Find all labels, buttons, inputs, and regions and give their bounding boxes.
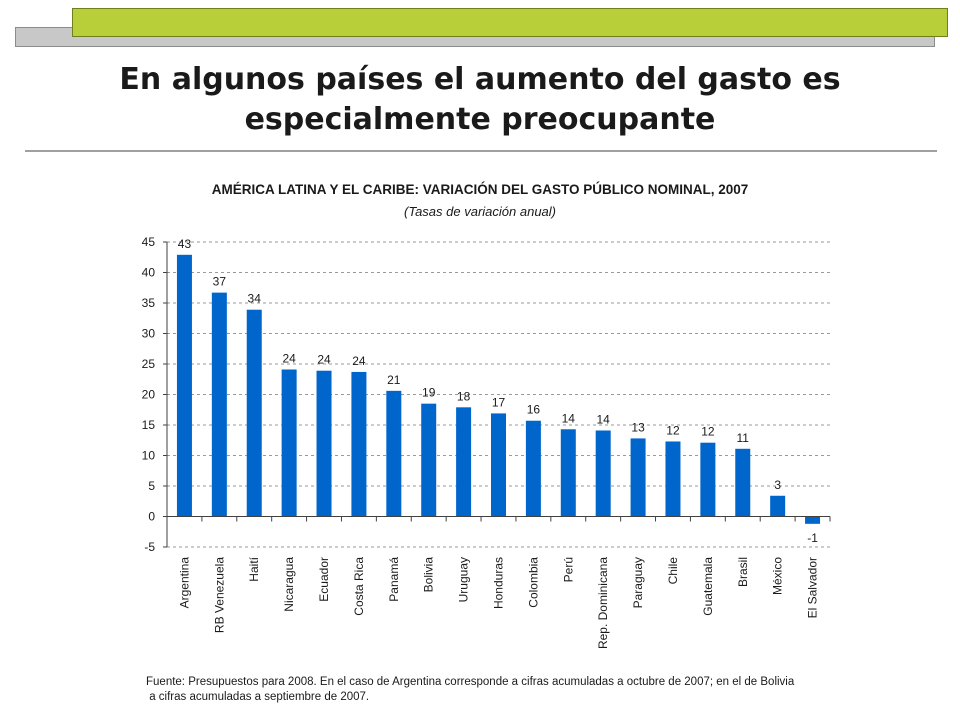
y-tick-label: -5: [144, 540, 155, 554]
category-label: Rep. Dominicana: [596, 557, 610, 649]
data-label: 18: [457, 389, 471, 403]
bar-brasil: [735, 448, 751, 517]
bar-ecuador: [316, 370, 332, 517]
category-label: El Salvador: [806, 557, 820, 618]
data-label: 21: [387, 373, 401, 387]
category-label: Argentina: [177, 557, 191, 609]
category-label: México: [771, 557, 785, 595]
category-label: Honduras: [492, 557, 506, 609]
y-tick-label: 5: [148, 479, 155, 493]
header-decoration-bar-green: [72, 8, 948, 37]
bar-bolivia: [421, 403, 437, 517]
category-label: Uruguay: [457, 557, 471, 602]
y-tick-label: 40: [142, 266, 156, 280]
bar-panam-: [386, 390, 402, 517]
category-label: Brasil: [736, 557, 750, 587]
data-label: 24: [352, 354, 366, 368]
data-label: 37: [213, 275, 227, 289]
bar-honduras: [491, 413, 506, 517]
category-label: Paraguay: [631, 557, 645, 608]
data-label: 13: [631, 420, 645, 434]
bar-per-: [560, 429, 576, 517]
chart-subtitle: (Tasas de variación anual): [404, 204, 556, 219]
data-label: 14: [597, 412, 611, 426]
footnote: Fuente: Presupuestos para 2008. En el ca…: [146, 675, 926, 705]
bar-nicaragua: [281, 369, 297, 517]
data-label: 16: [527, 403, 541, 417]
category-label: Ecuador: [317, 557, 331, 602]
bar-rep-dominicana: [595, 430, 611, 517]
data-label: 24: [282, 351, 296, 365]
bar-paraguay: [630, 438, 646, 517]
category-label: Perú: [561, 557, 575, 582]
footnote-line-2: a cifras acumuladas a septiembre de 2007…: [146, 691, 370, 703]
category-label: Panamá: [387, 557, 401, 602]
y-tick-label: 35: [142, 296, 156, 310]
data-label: 43: [178, 237, 192, 251]
y-tick-label: 45: [142, 235, 156, 249]
y-tick-label: 0: [148, 510, 155, 524]
slide-title: En algunos países el aumento del gasto e…: [119, 62, 841, 137]
data-label: 19: [422, 386, 436, 400]
bar-guatemala: [700, 442, 716, 517]
category-label: Chile: [666, 557, 680, 585]
bar-argentina: [176, 254, 192, 517]
title-divider: [25, 150, 937, 152]
chart-title: AMÉRICA LATINA Y EL CARIBE: VARIACIÓN DE…: [211, 182, 749, 197]
data-label: -1: [807, 531, 818, 545]
category-label: Haití: [247, 556, 261, 581]
footnote-line-1: Fuente: Presupuestos para 2008. En el ca…: [146, 676, 795, 688]
category-label: Colombia: [526, 557, 540, 608]
bar-m-xico: [770, 495, 786, 517]
category-label: Nicaragua: [282, 557, 296, 612]
data-label: 12: [701, 425, 715, 439]
data-label: 14: [562, 411, 576, 425]
data-label: 17: [492, 395, 506, 409]
bar-uruguay: [456, 407, 472, 517]
data-label: 12: [666, 423, 680, 437]
data-label: 11: [737, 431, 750, 445]
y-tick-label: 30: [142, 327, 156, 341]
bar-colombia: [525, 420, 541, 517]
y-tick-label: 25: [142, 357, 156, 371]
y-tick-label: 15: [142, 418, 156, 432]
bar-hait-: [246, 309, 262, 517]
category-label: Bolivia: [422, 557, 436, 593]
y-tick-label: 10: [142, 449, 156, 463]
bar-rb-venezuela: [211, 292, 227, 517]
data-label: 3: [774, 478, 781, 492]
bar-chile: [665, 441, 681, 517]
category-label: RB Venezuela: [212, 557, 226, 633]
bar-el-salvador: [805, 516, 821, 524]
y-tick-label: 20: [142, 388, 156, 402]
category-label: Guatemala: [701, 557, 715, 616]
bar-costa-rica: [351, 371, 367, 517]
category-label: Costa Rica: [352, 557, 366, 616]
data-label: 24: [317, 353, 331, 367]
data-label: 34: [248, 292, 262, 306]
